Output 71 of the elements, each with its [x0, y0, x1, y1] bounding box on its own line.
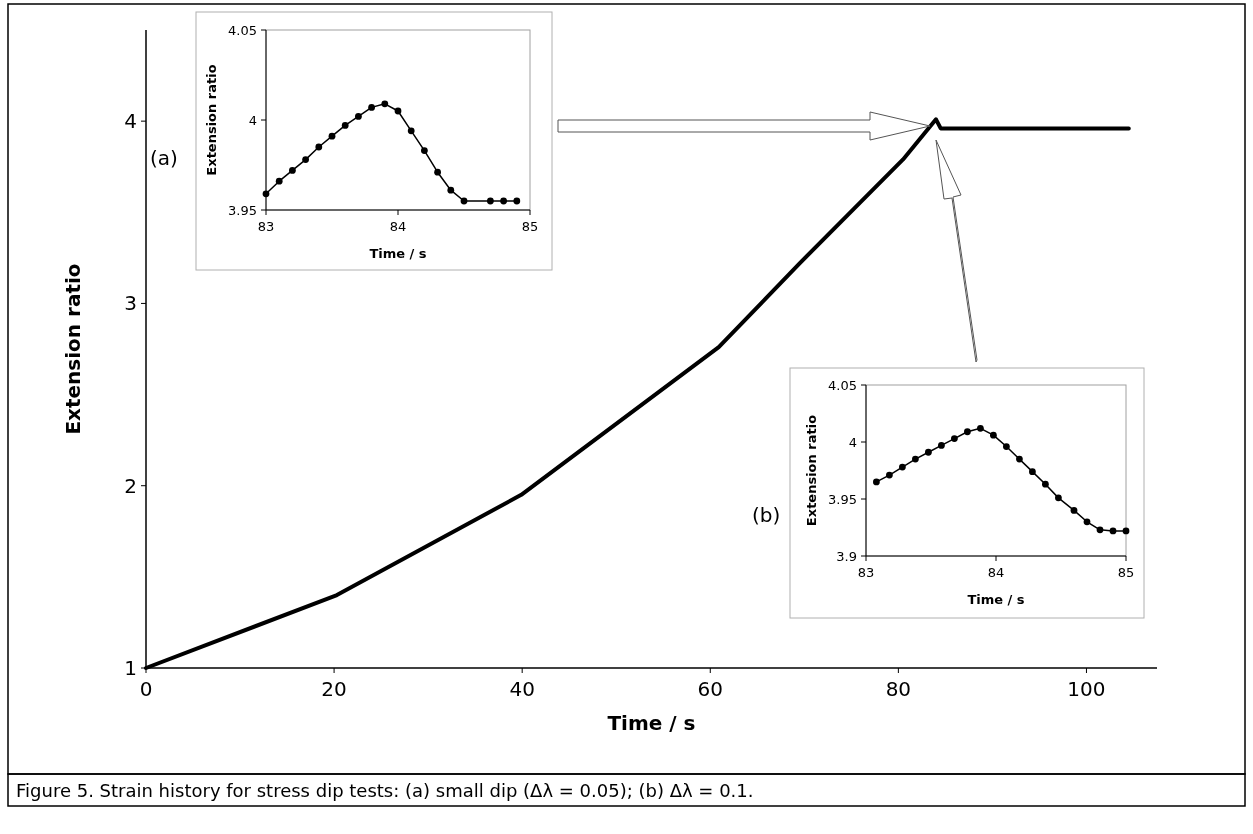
point [951, 435, 958, 442]
point [328, 132, 336, 140]
x-tick-label: 40 [509, 677, 535, 701]
point [487, 197, 494, 205]
point [938, 442, 945, 449]
y-tick-label: 3.95 [828, 491, 857, 507]
point [341, 122, 349, 129]
x-tick-label: 60 [697, 677, 724, 701]
x-tick-label: 83 [857, 565, 875, 580]
x-tick-label: 20 [321, 677, 347, 701]
caption: Figure 5. Strain history for stress dip tests: (a) small dip (Δλ = 0.05); (b) Δλ = 0.1. [16, 780, 754, 801]
y-tick-label: 4 [248, 112, 257, 128]
point [447, 186, 455, 194]
y-tick-label: 3.95 [228, 202, 257, 218]
annotation: (a) [150, 146, 178, 170]
point [1109, 527, 1117, 535]
x-tick-label: 100 [1067, 677, 1106, 701]
x-tick-label: 85 [521, 219, 539, 234]
y-tick-label: 3.9 [836, 548, 857, 564]
y-axis-title: Extension ratio [204, 64, 219, 176]
point [977, 424, 984, 432]
x-tick-label: 80 [885, 677, 912, 701]
point [421, 147, 428, 154]
point [434, 168, 441, 176]
y-tick-label: 4.05 [228, 22, 257, 38]
point [990, 431, 997, 439]
y-tick-label: 4.05 [828, 377, 857, 393]
y-tick-label: 2 [124, 473, 137, 498]
y-tick-label: 4 [848, 434, 857, 450]
point [1029, 468, 1036, 476]
point [925, 448, 932, 456]
point [1096, 526, 1104, 534]
point [1122, 527, 1130, 535]
point [500, 197, 507, 205]
point [262, 190, 270, 198]
annotation: (b) [752, 503, 781, 527]
y-axis-title: Extension ratio [61, 263, 85, 435]
point [899, 463, 906, 471]
x-tick-label: 84 [987, 565, 1005, 580]
point [1042, 480, 1049, 488]
point [368, 104, 375, 111]
point [275, 177, 283, 185]
point [1070, 507, 1078, 514]
point [302, 156, 309, 163]
point [964, 428, 971, 436]
point [1016, 455, 1023, 463]
x-tick-label: 83 [257, 219, 275, 234]
y-tick-label: 1 [124, 656, 137, 680]
point [513, 197, 521, 205]
point [381, 100, 389, 108]
x-tick-label: 84 [389, 219, 407, 234]
point [355, 113, 362, 120]
point [289, 167, 296, 174]
point [1003, 443, 1010, 450]
y-tick-label: 4 [124, 109, 137, 134]
x-axis-title: Time / s [967, 592, 1025, 607]
x-axis-title: Time / s [607, 711, 696, 735]
point [873, 478, 880, 486]
point [912, 455, 919, 463]
x-axis-title: Time / s [369, 246, 427, 261]
point [460, 197, 468, 205]
x-tick-label: 85 [1117, 565, 1135, 580]
x-tick-label: 0 [139, 677, 153, 701]
point [407, 127, 415, 135]
point [394, 107, 402, 115]
point [1083, 518, 1091, 526]
point [886, 471, 893, 479]
y-tick-label: 3 [124, 291, 137, 316]
y-axis-title: Extension ratio [804, 414, 819, 527]
point [315, 143, 323, 151]
point [1055, 494, 1062, 502]
